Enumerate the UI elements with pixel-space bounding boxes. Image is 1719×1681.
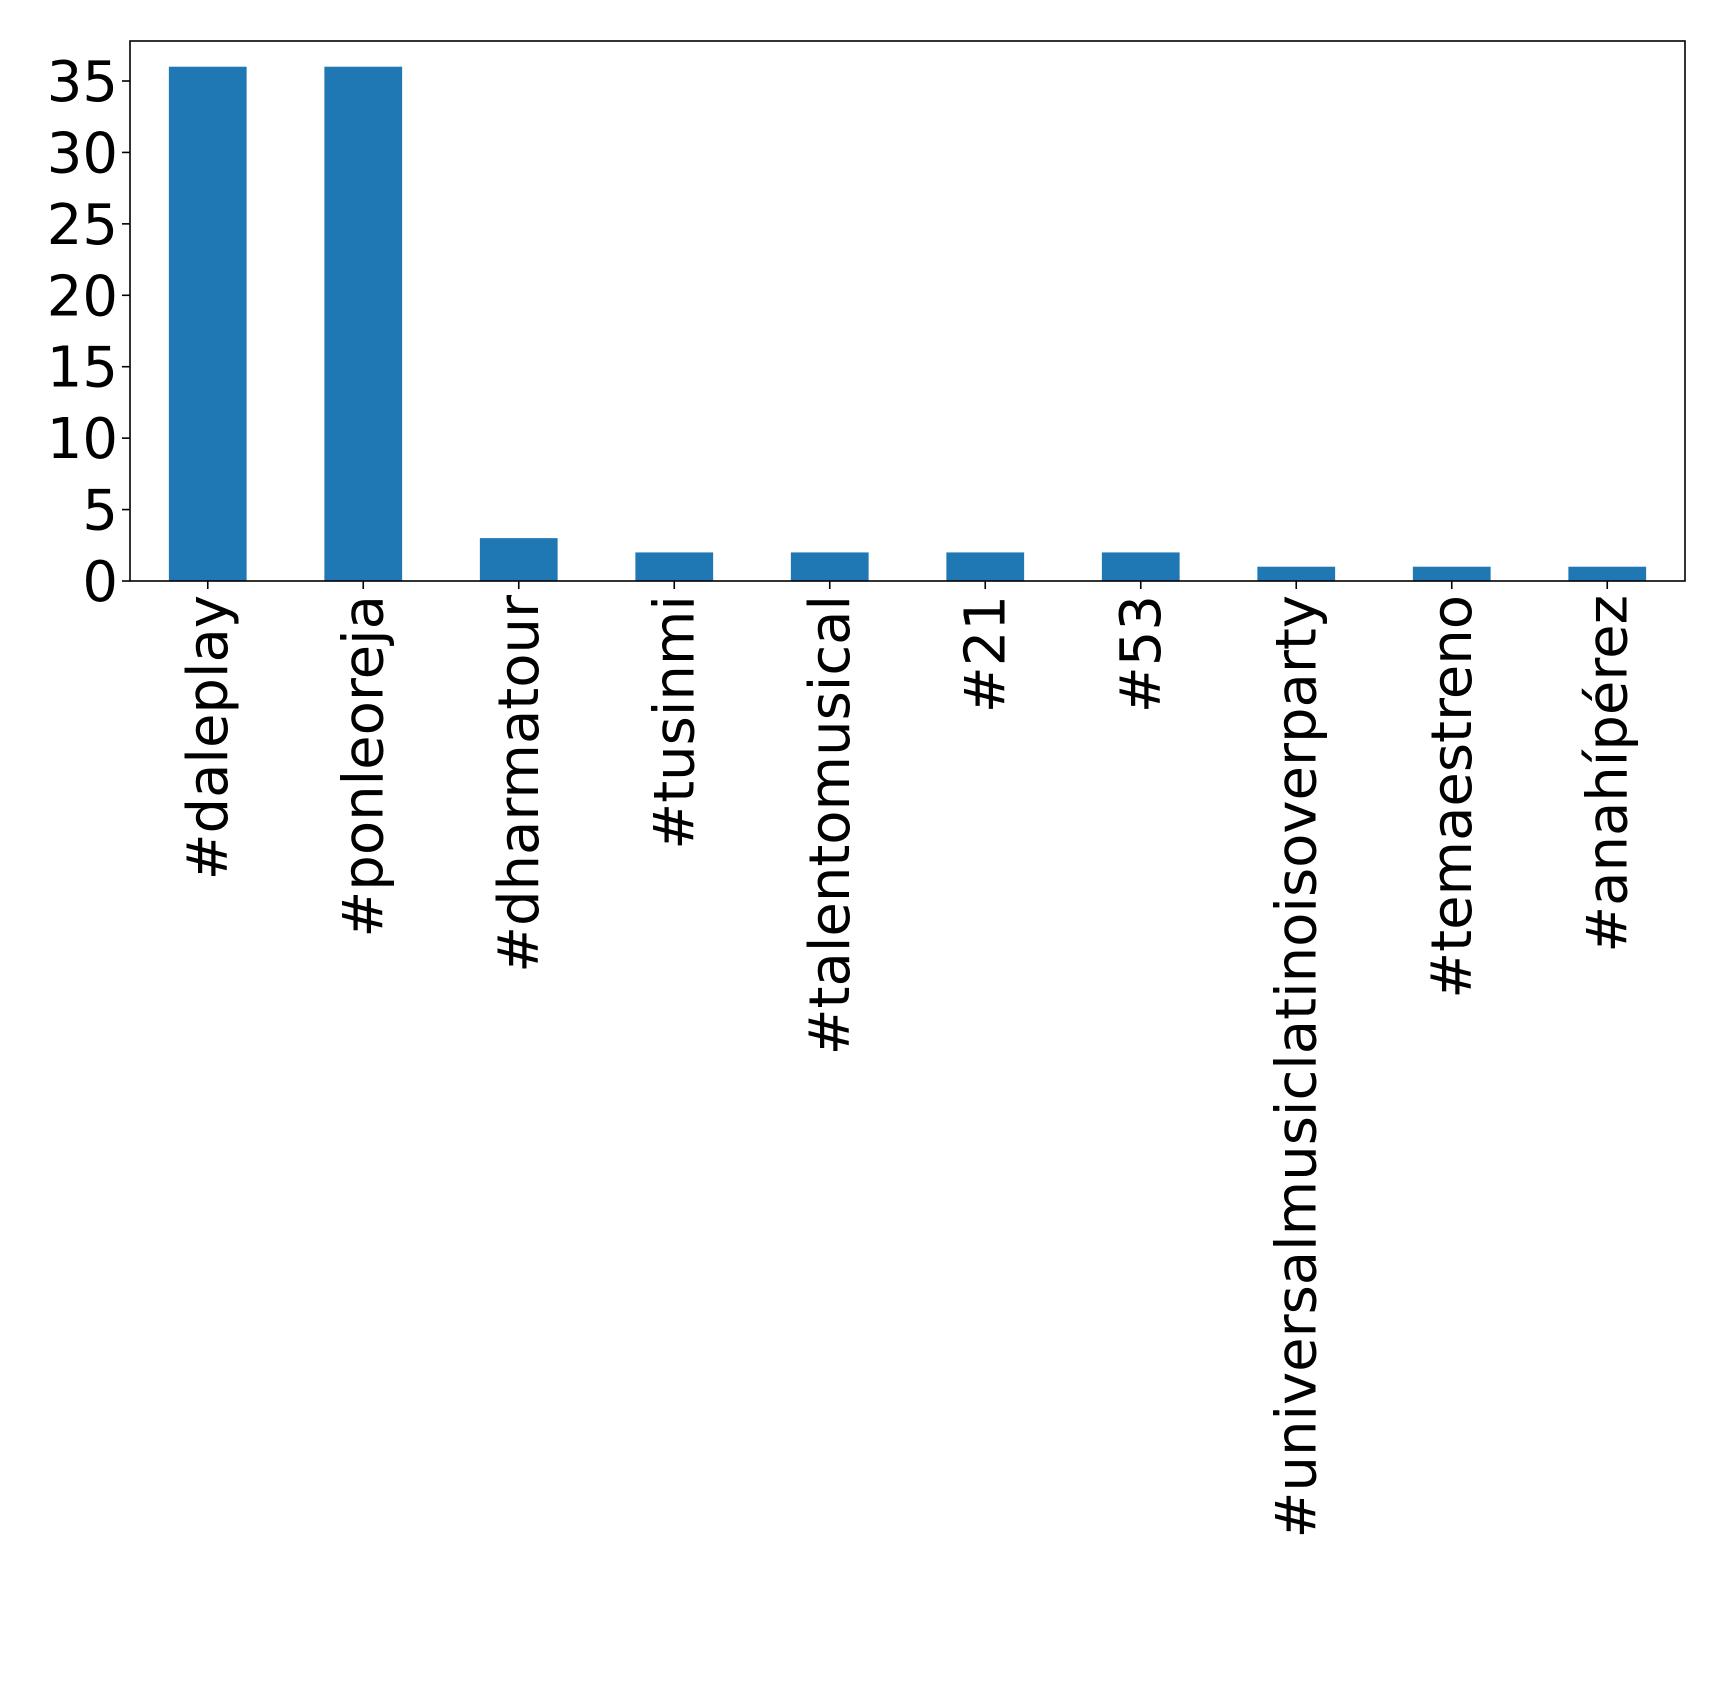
bar-7 <box>1257 566 1336 581</box>
y-tick-label-2: 10 <box>47 407 118 472</box>
bar-6 <box>1101 552 1180 581</box>
x-tick-label-5: #21 <box>953 595 1018 713</box>
x-tick-label-0: #daleplay <box>176 595 241 880</box>
bar-1 <box>324 66 403 581</box>
x-tick-label-6: #53 <box>1109 595 1174 713</box>
bar-0 <box>168 66 247 581</box>
bars-group <box>168 66 1647 581</box>
x-tick-label-1: #ponleoreja <box>331 595 396 938</box>
x-tick-label-9: #anahípérez <box>1575 595 1640 953</box>
x-tick-label-2: #dharmatour <box>487 594 552 973</box>
bar-5 <box>946 552 1025 581</box>
x-tick-label-8: #temaestreno <box>1420 595 1485 999</box>
x-tick-label-4: #talentomusical <box>798 595 863 1055</box>
x-axis: #daleplay #ponleoreja #dharmatour #tusinmi #… <box>176 581 1640 1538</box>
bar-3 <box>635 552 714 581</box>
y-tick-label-1: 5 <box>82 479 118 544</box>
bar-4 <box>790 552 869 581</box>
y-tick-label-3: 15 <box>47 336 118 401</box>
plot-frame <box>129 40 1686 582</box>
y-tick-label-4: 20 <box>47 264 118 329</box>
bar-8 <box>1412 566 1491 581</box>
y-tick-label-5: 25 <box>47 193 118 258</box>
y-tick-label-6: 30 <box>47 121 118 186</box>
x-tick-label-3: #tusinmi <box>642 595 707 850</box>
y-tick-label-0: 0 <box>82 550 118 615</box>
bar-9 <box>1568 566 1647 581</box>
y-tick-label-7: 35 <box>47 50 118 115</box>
bar-2 <box>479 538 558 581</box>
x-tick-label-7: #universalmusiclatinoisoverparty <box>1264 595 1329 1538</box>
